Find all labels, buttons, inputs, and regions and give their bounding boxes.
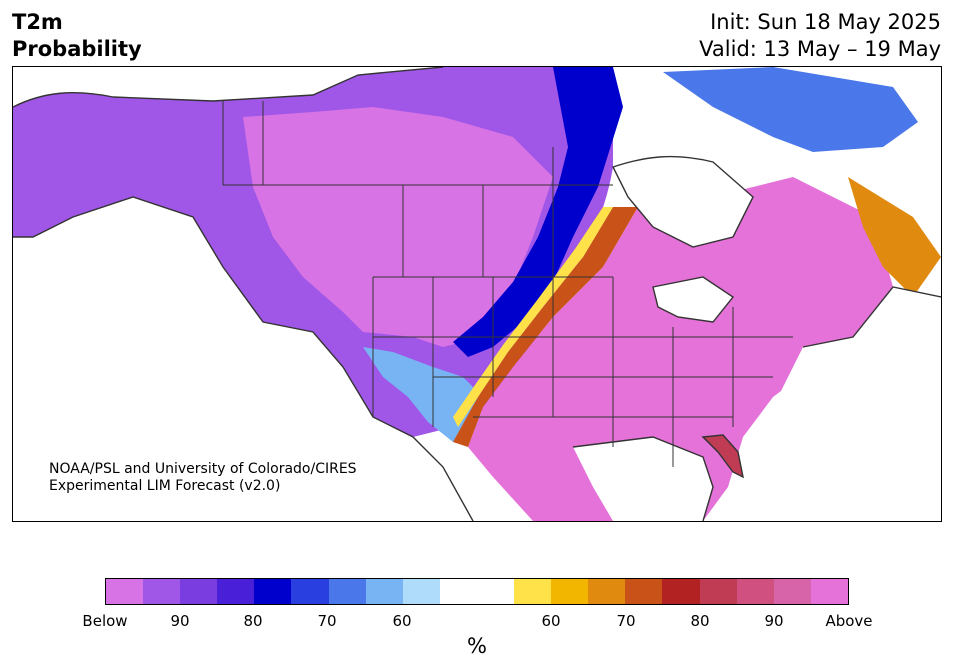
colorbar-segment xyxy=(217,579,255,604)
init-date: Init: Sun 18 May 2025 xyxy=(710,10,941,34)
colorbar-segment xyxy=(625,579,663,604)
political-borders xyxy=(222,101,793,467)
colorbar-segment xyxy=(588,579,626,604)
below-band-lightblue xyxy=(363,347,483,442)
credit-line-2: Experimental LIM Forecast (v2.0) xyxy=(49,478,281,494)
colorbar-tick-label: 90 xyxy=(764,612,784,630)
great-lakes xyxy=(653,277,733,322)
colorbar-tick-label: 60 xyxy=(541,612,561,630)
colorbar-segment xyxy=(773,579,811,604)
map-canvas xyxy=(13,67,941,521)
above-band-orange xyxy=(453,207,638,447)
colorbar-segment xyxy=(699,579,737,604)
colorbar-tick-label: Above xyxy=(825,612,873,630)
variable-title: T2m xyxy=(12,10,63,34)
coastlines xyxy=(13,67,941,521)
colorbar-tick-label: Below xyxy=(82,612,128,630)
colorbar-segment xyxy=(514,579,552,604)
colorbar-segment xyxy=(180,579,218,604)
colorbar-tick-label: 70 xyxy=(317,612,337,630)
colorbar-tick-label: 70 xyxy=(616,612,636,630)
hudson-bay xyxy=(613,156,753,247)
colorbar-segment xyxy=(106,579,144,604)
colorbar xyxy=(105,578,849,605)
colorbar-segment xyxy=(476,579,515,604)
florida xyxy=(703,435,743,477)
atlantic-mask xyxy=(733,287,941,521)
below-band-blue xyxy=(453,67,623,357)
colorbar-segment xyxy=(291,579,329,604)
colorbar-unit: % xyxy=(467,634,487,658)
colorbar-segment xyxy=(662,579,700,604)
colorbar-segment xyxy=(143,579,181,604)
colorbar-segment xyxy=(551,579,589,604)
credit-line-1: NOAA/PSL and University of Colorado/CIRE… xyxy=(49,461,357,477)
colorbar-tick-label: 60 xyxy=(392,612,412,630)
gulf-mask xyxy=(573,437,713,521)
variable-subtitle: Probability xyxy=(12,37,142,61)
east-coast-orange xyxy=(848,177,941,297)
colorbar-segment xyxy=(736,579,774,604)
colorbar-segment xyxy=(439,579,477,604)
valid-range: Valid: 13 May – 19 May xyxy=(699,37,941,61)
arctic-blue-region xyxy=(663,67,918,152)
forecast-map xyxy=(12,66,942,522)
credit-block: NOAA/PSL and University of Colorado/CIRE… xyxy=(49,461,357,495)
colorbar-segment xyxy=(254,579,292,604)
title-left: T2m Probability xyxy=(12,9,142,63)
colorbar-tick-label: 80 xyxy=(243,612,263,630)
colorbar-segment xyxy=(328,579,366,604)
colorbar-segment xyxy=(365,579,403,604)
colorbar-tick-label: 80 xyxy=(690,612,710,630)
colorbar-tick-label: 90 xyxy=(170,612,190,630)
title-right: Init: Sun 18 May 2025 Valid: 13 May – 19… xyxy=(699,9,941,63)
colorbar-segment xyxy=(810,579,848,604)
colorbar-segment xyxy=(402,579,440,604)
below-inner-region xyxy=(243,107,553,347)
pacific-mask xyxy=(13,197,473,521)
above-region xyxy=(468,177,893,521)
